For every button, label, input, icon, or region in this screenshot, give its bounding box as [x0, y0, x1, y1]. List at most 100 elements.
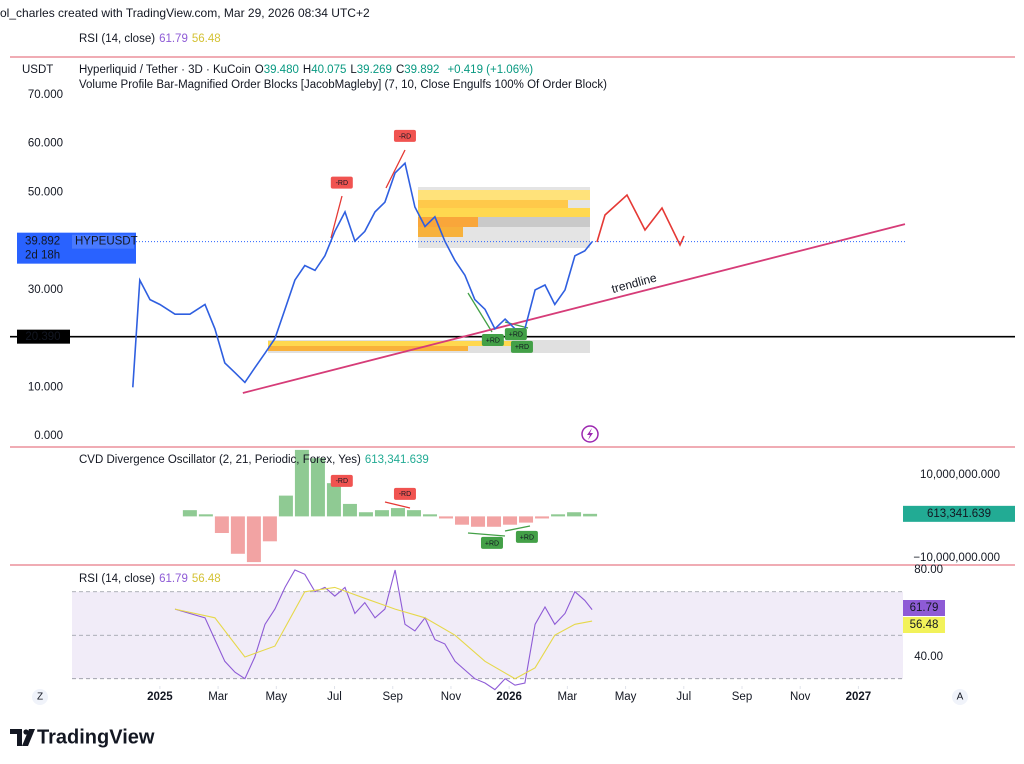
button-label[interactable]: A — [957, 692, 964, 703]
ohlc: O39.480 H40.075 L39.269 C39.892 — [255, 64, 444, 76]
signal-badge — [510, 340, 533, 353]
signal-label: -RD — [336, 478, 348, 485]
x-tick-label: Sep — [382, 691, 402, 703]
histogram-bar — [182, 510, 197, 517]
legend-value: 613,341.639 — [364, 454, 429, 466]
y-tick-label: 10,000,000.000 — [920, 469, 1000, 481]
y-tick-label: 40.00 — [914, 651, 943, 663]
legend-title: RSI (14, close) — [79, 33, 156, 45]
y-tick-label: 50.000 — [28, 186, 63, 198]
x-tick-label: Jul — [327, 691, 342, 703]
button[interactable] — [952, 689, 968, 705]
signal-label: +RD — [486, 337, 500, 344]
x-tick-label: Nov — [790, 691, 811, 703]
histogram-bar — [390, 508, 405, 517]
histogram-bar — [503, 516, 518, 525]
signal-label: +RD — [485, 540, 499, 547]
legend-title: CVD Divergence Oscillator (2, 21, Period… — [79, 454, 361, 466]
histogram-bar — [519, 516, 534, 523]
histogram-bar — [326, 483, 341, 517]
level-label: 20.390 — [25, 331, 60, 343]
y-tick-label: −10,000,000.000 — [913, 552, 1000, 564]
x-tick-label: Jul — [676, 691, 691, 703]
signal-label: -RD — [399, 133, 411, 140]
rsi-value-box — [903, 617, 945, 633]
y-tick-label: 0.000 — [34, 430, 63, 442]
ohlc-value: 39.269 — [356, 64, 392, 76]
order-block-upper — [418, 187, 590, 248]
signal-label: +RD — [515, 344, 529, 351]
ohlc-value: 40.075 — [311, 64, 347, 76]
signal-badge — [504, 328, 527, 341]
credit: ol_charles created with TradingView.com,… — [0, 6, 370, 20]
currency: USDT — [22, 64, 54, 76]
divergence-line — [385, 149, 406, 189]
histogram-bar — [406, 510, 421, 517]
signal-label: -RD — [336, 180, 348, 187]
current-value-box — [903, 505, 1015, 522]
histogram-bar — [310, 458, 325, 517]
signal-label: +RD — [509, 332, 523, 339]
rsi-legend: RSI (14, close) 61.79 56.48 — [79, 573, 225, 585]
histogram-bar — [294, 449, 309, 517]
legend-value: 61.79 — [159, 33, 188, 45]
rsi-value-box — [903, 600, 945, 616]
signal-badge — [515, 530, 538, 543]
histogram-bar — [214, 516, 229, 534]
histogram-bar — [246, 516, 261, 563]
x-tick-label: Nov — [441, 691, 462, 703]
signal-label: -RD — [399, 491, 411, 498]
histogram-bar — [374, 510, 389, 517]
legend-title: Hyperliquid / Tether · 3D · KuCoin — [79, 64, 251, 76]
legend-value: 56.48 — [191, 33, 221, 45]
last-price-box — [17, 232, 136, 264]
rsi-value-label: 56.48 — [910, 619, 939, 631]
current-value-label: 613,341.639 — [927, 508, 991, 520]
x-tick-label: 2025 — [147, 691, 173, 703]
y-tick-label: 70.000 — [28, 89, 63, 101]
histogram-bar — [535, 516, 550, 519]
histogram-bar — [342, 503, 357, 517]
signal-badge — [480, 536, 503, 549]
main-legend: Hyperliquid / Tether · 3D · KuCoin O39.48… — [79, 64, 537, 76]
y-tick-label: 60.000 — [28, 138, 63, 150]
histogram-bar — [422, 514, 437, 517]
ohlc-key: C — [395, 64, 405, 76]
histogram-bar — [438, 516, 453, 519]
histogram-bar — [278, 495, 293, 517]
button-label[interactable]: Z — [37, 692, 43, 703]
signal-badge — [330, 176, 353, 189]
button[interactable] — [32, 689, 48, 705]
histogram-bar — [583, 513, 598, 517]
x-tick-label: May — [265, 691, 287, 703]
divergence-line — [467, 292, 493, 333]
x-tick-label: Mar — [208, 691, 228, 703]
histogram-bar — [198, 514, 213, 517]
order-block-lower — [268, 340, 590, 353]
x-tick-label: Sep — [732, 691, 752, 703]
brand-logo — [10, 729, 35, 746]
trendline-label: trendline — [610, 270, 658, 296]
symbol-label: HYPEUSDT — [75, 236, 138, 248]
histogram-bar — [567, 512, 582, 517]
indicator-legend: Volume Profile Bar-Magnified Order Block… — [79, 79, 607, 91]
y-tick-label: 10.000 — [28, 381, 63, 393]
level-box — [17, 329, 70, 344]
alert-icon[interactable] — [581, 425, 599, 443]
y-tick-label: 80.00 — [914, 564, 943, 576]
histogram-bar — [551, 514, 566, 517]
x-tick-label: Mar — [557, 691, 577, 703]
x-tick-label: 2026 — [496, 691, 522, 703]
ohlc-value: 39.480 — [263, 64, 299, 76]
divergence-line — [504, 525, 531, 532]
signal-badge — [393, 487, 416, 500]
histogram-bar — [262, 516, 277, 542]
projection-path — [596, 193, 685, 247]
histogram-bar — [230, 516, 245, 554]
ohlc-key: H — [302, 64, 312, 76]
last-price-label: 39.892 — [25, 236, 60, 248]
signal-badge — [330, 474, 353, 487]
x-tick-label: May — [615, 691, 637, 703]
